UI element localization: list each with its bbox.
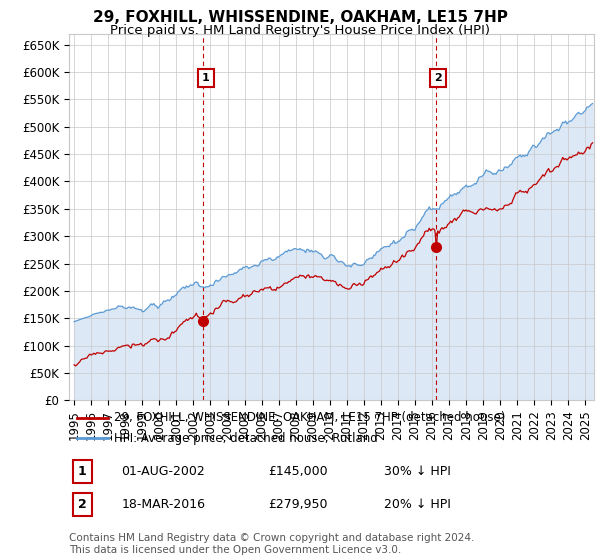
Text: 2: 2 (78, 498, 86, 511)
Text: 29, FOXHILL, WHISSENDINE, OAKHAM, LE15 7HP (detached house): 29, FOXHILL, WHISSENDINE, OAKHAM, LE15 7… (113, 411, 505, 424)
Text: 18-MAR-2016: 18-MAR-2016 (121, 498, 205, 511)
Text: Price paid vs. HM Land Registry's House Price Index (HPI): Price paid vs. HM Land Registry's House … (110, 24, 490, 36)
Text: Contains HM Land Registry data © Crown copyright and database right 2024.
This d: Contains HM Land Registry data © Crown c… (69, 533, 475, 555)
Text: £145,000: £145,000 (269, 465, 328, 478)
Text: 30% ↓ HPI: 30% ↓ HPI (384, 465, 451, 478)
Text: 1: 1 (78, 465, 86, 478)
Text: 01-AUG-2002: 01-AUG-2002 (121, 465, 205, 478)
Text: 1: 1 (202, 73, 210, 83)
Text: 29, FOXHILL, WHISSENDINE, OAKHAM, LE15 7HP: 29, FOXHILL, WHISSENDINE, OAKHAM, LE15 7… (92, 10, 508, 25)
Text: 20% ↓ HPI: 20% ↓ HPI (384, 498, 451, 511)
Text: 2: 2 (434, 73, 442, 83)
Text: HPI: Average price, detached house, Rutland: HPI: Average price, detached house, Rutl… (113, 432, 377, 445)
Text: £279,950: £279,950 (269, 498, 328, 511)
